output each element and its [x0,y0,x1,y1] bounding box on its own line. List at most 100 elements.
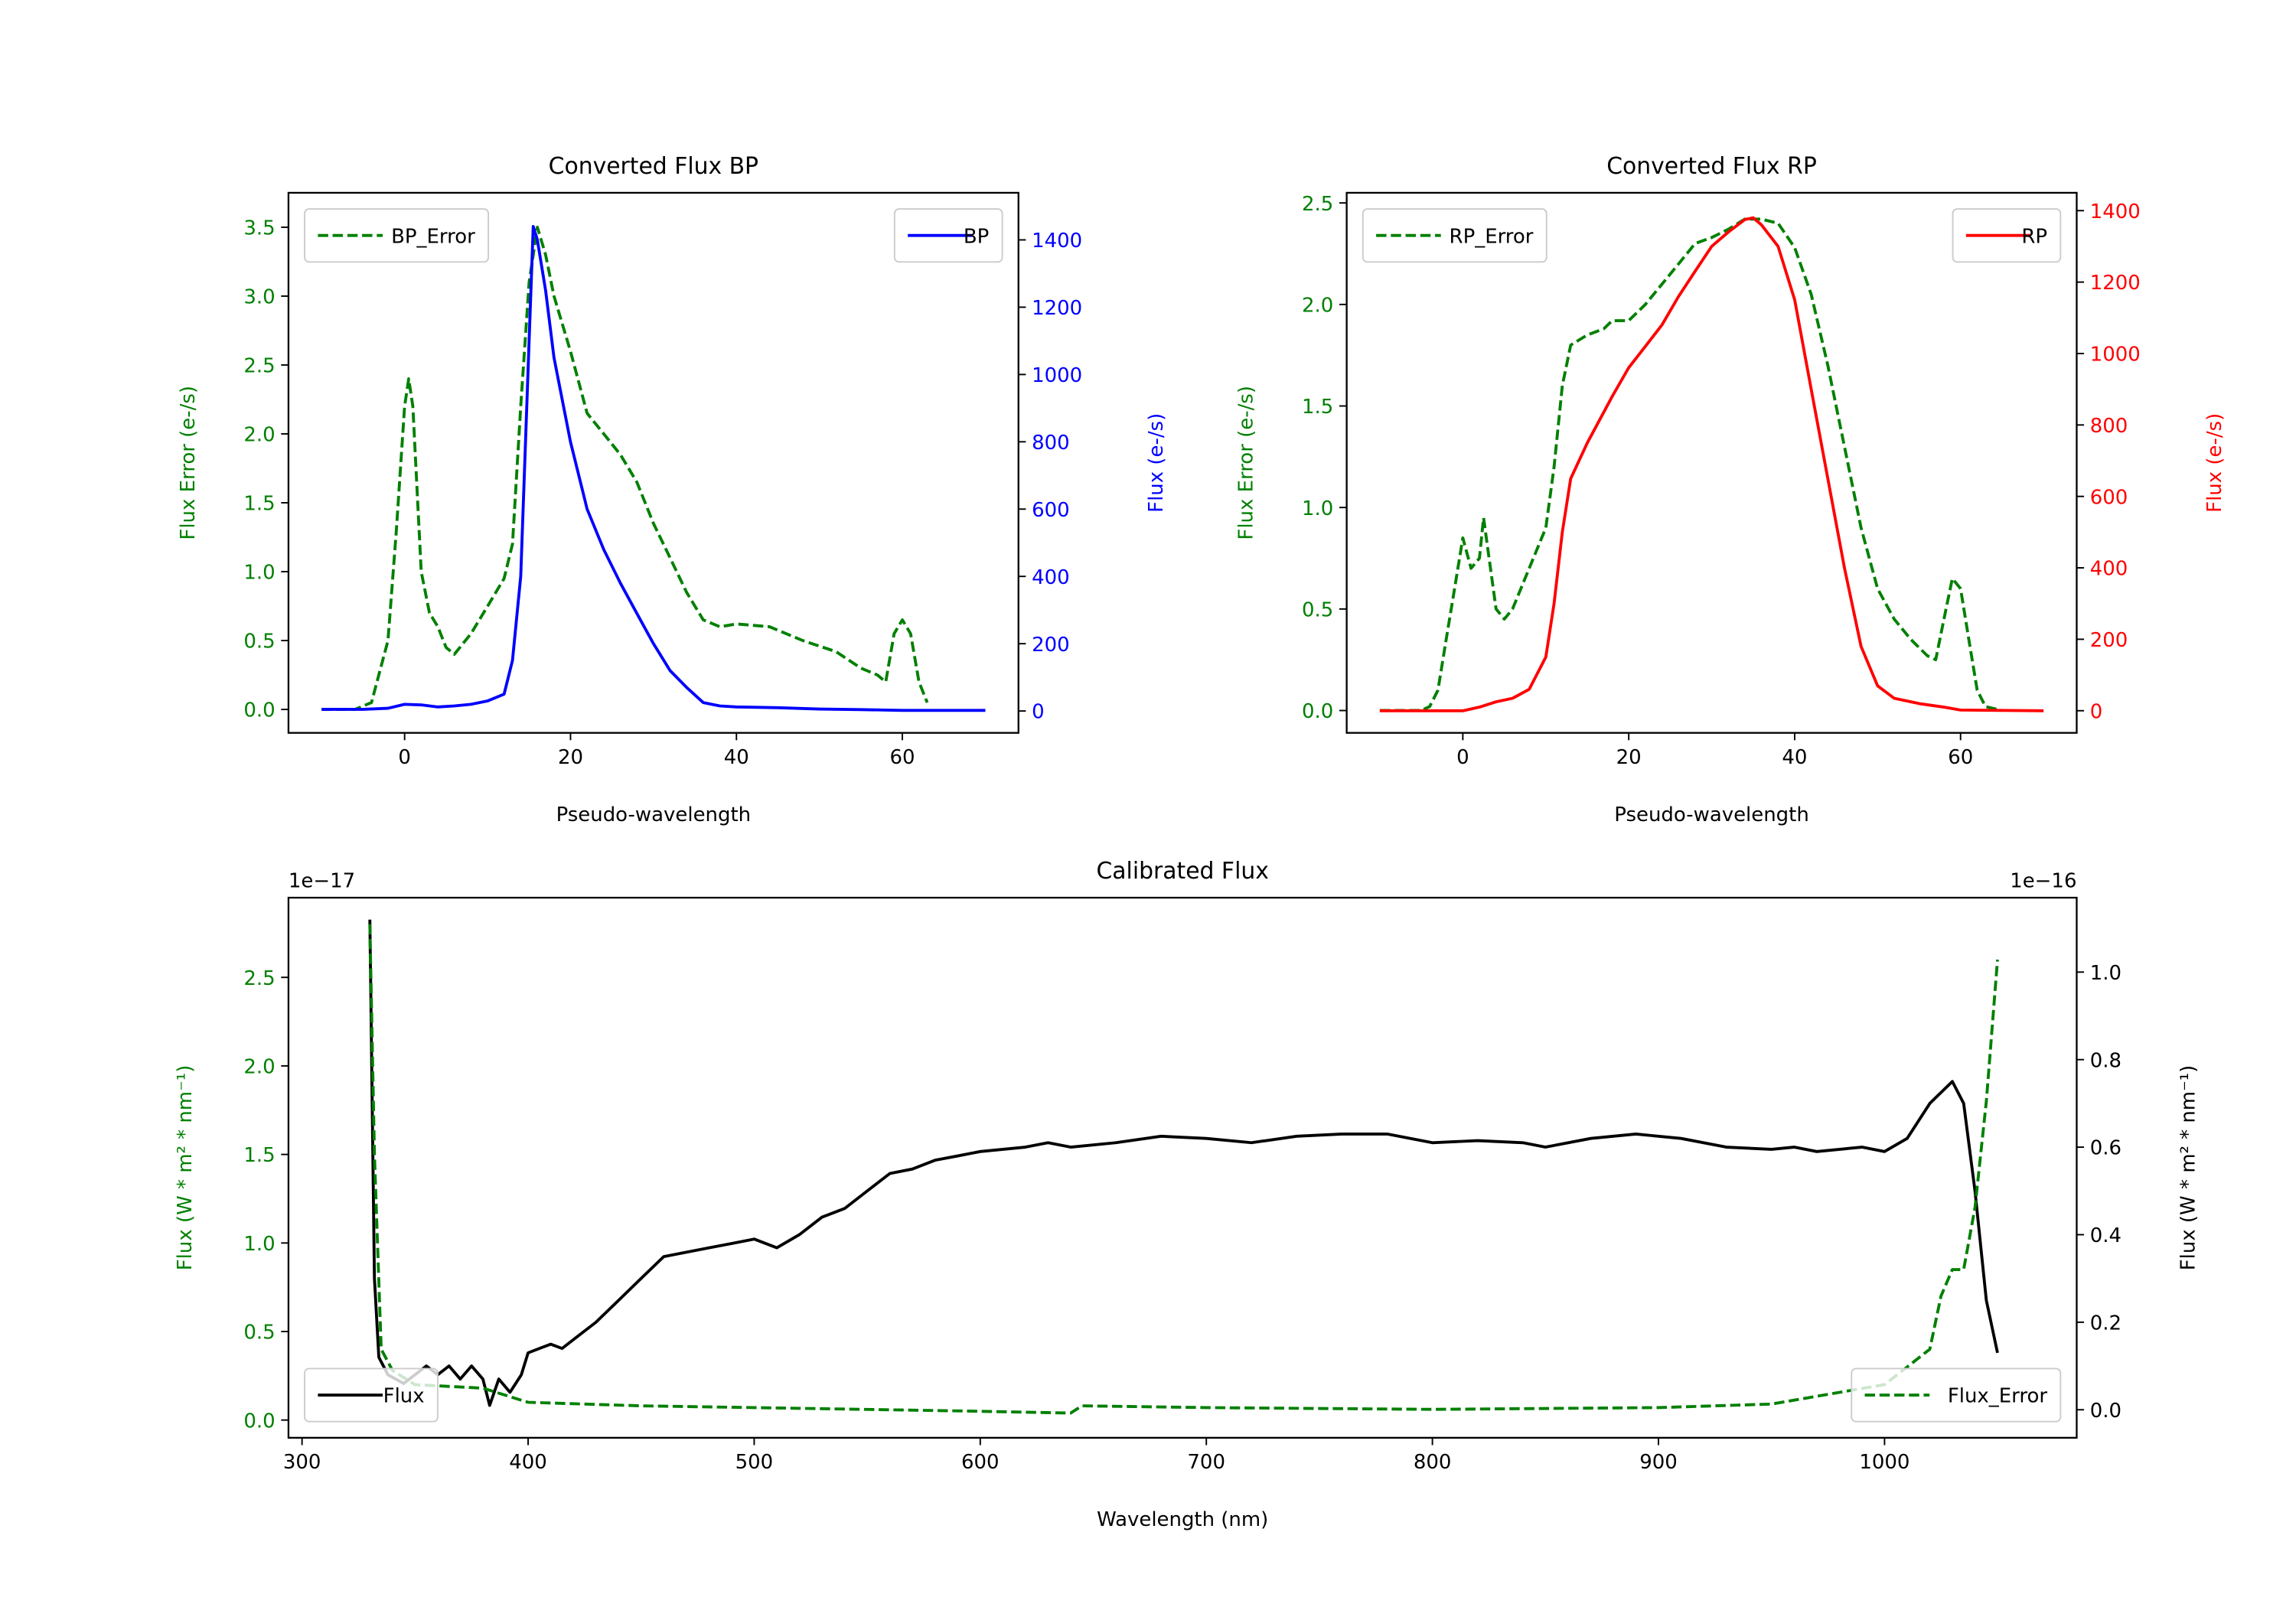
x-tick-label: 600 [961,1451,1000,1474]
y-right-axis-label: Flux (W * m² * nm⁻¹) [2177,1065,2200,1271]
legend-label: Flux [383,1385,425,1408]
legend-label: RP [2021,225,2047,248]
x-tick-label: 0 [1456,746,1469,769]
chart-panel-2: 300 400 500 600 700 800 900 1000 0.0 0.5 1.0 1.5 2.0… [174,858,2200,1531]
x-tick-label: 700 [1187,1451,1225,1474]
x-tick-label: 800 [1414,1451,1452,1474]
chart-panel-1: 0 20 40 60 0.0 0.5 1.0 1.5 2.0 2.5 0 200 400 600 800 10… [1235,153,2226,826]
legend-label: RP_Error [1450,225,1534,248]
y-left-tick-label: 2.5 [243,967,275,990]
y-left-offset-label: 1e−17 [289,870,355,893]
x-axis-label: Pseudo-wavelength [556,804,752,826]
y-left-tick-label: 0.5 [243,1322,275,1345]
y-right-tick-label: 800 [1032,432,1070,455]
x-tick-label: 40 [1782,746,1807,769]
y-left-tick-label: 0.5 [1302,598,1333,621]
x-tick-label: 60 [1948,746,1973,769]
chart-title: Converted Flux RP [1606,153,1817,180]
legend-rp-error: RP_Error [1362,208,1548,263]
legend-box [1362,208,1548,263]
y-right-tick-label: 600 [1032,499,1070,522]
series-line-flux [368,919,1999,1407]
y-left-axis-label: Flux Error (e-/s) [177,386,200,540]
x-tick-label: 300 [283,1451,321,1474]
series-line-rp [1379,216,2044,712]
y-right-tick-label: 600 [2090,486,2128,509]
y-left-tick-label: 0.0 [243,1410,275,1433]
y-left-tick-label: 1.5 [243,493,275,516]
y-right-tick-label: 0.0 [2090,1400,2122,1423]
y-right-tick-label: 0 [2090,700,2103,723]
y-left-tick-label: 2.0 [1302,294,1333,317]
y-right-tick-label: 200 [2090,629,2128,652]
y-right-tick-label: 800 [2090,415,2128,438]
chart-panel-0: 0 20 40 60 0.0 0.5 1.0 1.5 2.0 2.5 3.0 3.5 0 200 400 60… [177,153,1168,826]
y-left-tick-label: 0.0 [1302,700,1333,723]
x-tick-label: 500 [735,1451,774,1474]
y-right-tick-label: 400 [2090,558,2128,581]
y-right-tick-label: 0 [1032,701,1045,724]
y-left-tick-label: 3.5 [243,217,275,240]
y-right-tick-label: 1400 [1032,230,1082,253]
legend-bp: BP [893,208,1003,263]
x-axis-label: Pseudo-wavelength [1614,804,1809,826]
y-left-tick-label: 3.0 [243,286,275,309]
series-line-bp-error [321,225,929,712]
legend-label: Flux_Error [1948,1385,2048,1408]
x-tick-label: 1000 [1859,1451,1910,1474]
legend-flux: Flux [304,1367,439,1423]
legend-bp-error: BP_Error [304,208,490,263]
y-left-tick-label: 0.0 [243,699,275,722]
y-right-tick-label: 1200 [1032,297,1082,320]
y-right-tick-label: 1000 [2090,344,2141,367]
y-right-tick-label: 200 [1032,634,1070,657]
x-tick-label: 20 [1616,746,1642,769]
y-left-tick-label: 2.5 [1302,193,1333,216]
x-tick-label: 0 [398,746,411,769]
y-right-tick-label: 0.4 [2090,1224,2122,1247]
x-tick-label: 900 [1639,1451,1678,1474]
x-tick-label: 20 [558,746,583,769]
y-right-tick-label: 400 [1032,566,1070,589]
y-right-tick-label: 1200 [2090,272,2141,295]
legend-label: BP [964,225,989,248]
series-line-bp [321,225,986,712]
legend-flux-error: Flux_Error [1851,1367,2062,1423]
x-tick-label: 60 [890,746,915,769]
y-left-axis-label: Flux Error (e-/s) [1235,386,1258,540]
y-left-axis-label: Flux (W * m² * nm⁻¹) [174,1065,197,1271]
y-left-tick-label: 2.5 [243,355,275,378]
legend-box [304,208,490,263]
y-right-tick-label: 0.8 [2090,1049,2122,1072]
y-left-tick-label: 0.5 [243,631,275,654]
chart-title: Converted Flux BP [549,153,758,180]
plot-frame [1345,191,2078,734]
y-left-tick-label: 1.0 [243,1233,275,1256]
y-right-tick-label: 1000 [1032,364,1082,387]
y-right-tick-label: 1400 [2090,200,2141,223]
y-left-tick-label: 1.5 [243,1144,275,1167]
y-right-tick-label: 0.2 [2090,1312,2122,1335]
x-axis-label: Wavelength (nm) [1097,1508,1268,1531]
legend-box [1851,1367,2062,1423]
legend-label: BP_Error [391,225,475,248]
series-line-rp-error [1379,217,2003,712]
y-right-offset-label: 1e−16 [2010,870,2076,893]
y-right-axis-label: Flux (e-/s) [1145,413,1168,513]
y-left-tick-label: 1.5 [1302,396,1333,419]
x-tick-label: 40 [724,746,749,769]
chart-title: Calibrated Flux [1096,858,1268,885]
plot-frame [287,896,2078,1439]
y-left-tick-label: 2.0 [243,1056,275,1079]
y-right-axis-label: Flux (e-/s) [2203,413,2226,513]
legend-rp: RP [1952,208,2062,263]
y-left-tick-label: 1.0 [1302,497,1333,520]
x-tick-label: 400 [509,1451,547,1474]
y-right-tick-label: 0.6 [2090,1137,2122,1160]
y-left-tick-label: 2.0 [243,424,275,447]
plot-frame [287,191,1019,734]
y-left-tick-label: 1.0 [243,562,275,585]
y-right-tick-label: 1.0 [2090,962,2122,985]
